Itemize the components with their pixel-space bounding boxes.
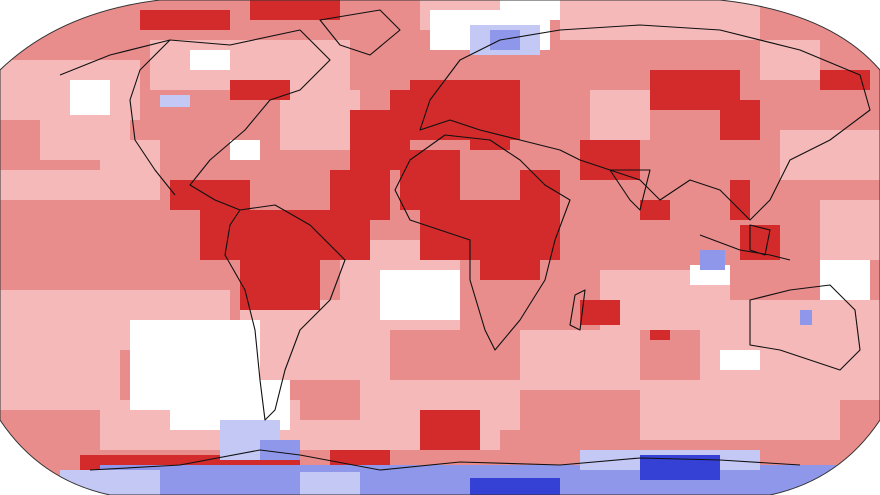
anomaly-cell — [280, 90, 360, 150]
coastline — [89, 449, 801, 471]
anomaly-cell — [590, 90, 650, 140]
anomaly-cell — [740, 225, 780, 260]
anomaly-cell — [250, 0, 340, 20]
anomaly-cell — [480, 250, 540, 280]
anomaly-cell — [160, 95, 190, 107]
coastline — [749, 284, 861, 371]
anomaly-cell — [580, 300, 620, 325]
anomaly-cell — [760, 40, 820, 80]
anomaly-cell — [470, 90, 510, 150]
anomaly-cell — [230, 140, 260, 160]
anomaly-cell — [640, 200, 670, 220]
anomaly-cell — [190, 50, 230, 70]
anomaly-cell — [730, 180, 750, 220]
anomaly-cell — [260, 440, 300, 460]
coastline — [569, 289, 586, 331]
anomaly-cell — [330, 170, 390, 220]
coastline — [419, 24, 871, 221]
anomaly-cell — [170, 180, 250, 210]
anomaly-cell — [700, 250, 725, 270]
coastlines — [59, 9, 871, 471]
anomaly-cell — [640, 380, 840, 440]
anomaly-cell — [490, 30, 520, 50]
anomaly-cell — [800, 310, 812, 325]
anomaly-cell — [820, 200, 880, 260]
anomaly-cell — [720, 100, 760, 140]
anomaly-cell — [500, 0, 560, 20]
anomaly-cell — [470, 478, 560, 495]
anomaly-cell — [560, 0, 760, 40]
anomaly-cell — [420, 410, 480, 450]
anomaly-cell — [300, 472, 360, 495]
coastline — [224, 204, 346, 421]
anomaly-cell — [100, 140, 160, 180]
coastline — [129, 39, 176, 196]
anomaly-cell — [580, 140, 640, 180]
anomaly-cell — [520, 330, 640, 390]
coastline — [319, 9, 401, 56]
coastline — [699, 224, 791, 261]
anomaly-cell — [140, 10, 230, 30]
anomaly-cell — [240, 260, 320, 310]
anomaly-cell — [820, 260, 870, 300]
anomaly-cell — [820, 70, 870, 90]
anomaly-cell — [720, 350, 760, 370]
anomaly-cell — [520, 170, 560, 220]
anomaly-cell — [380, 270, 460, 320]
anomaly-cell — [650, 330, 670, 340]
anomaly-cell — [780, 130, 880, 180]
coastline — [394, 134, 571, 351]
anomaly-cell — [70, 80, 110, 115]
anomaly-cell — [230, 80, 290, 100]
coastline — [609, 169, 651, 211]
